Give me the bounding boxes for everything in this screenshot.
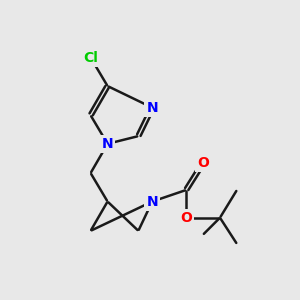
Text: N: N — [146, 195, 158, 208]
Text: O: O — [180, 211, 192, 225]
Text: Cl: Cl — [83, 51, 98, 64]
Text: N: N — [146, 100, 158, 115]
Text: N: N — [102, 137, 113, 151]
Text: O: O — [197, 156, 209, 170]
